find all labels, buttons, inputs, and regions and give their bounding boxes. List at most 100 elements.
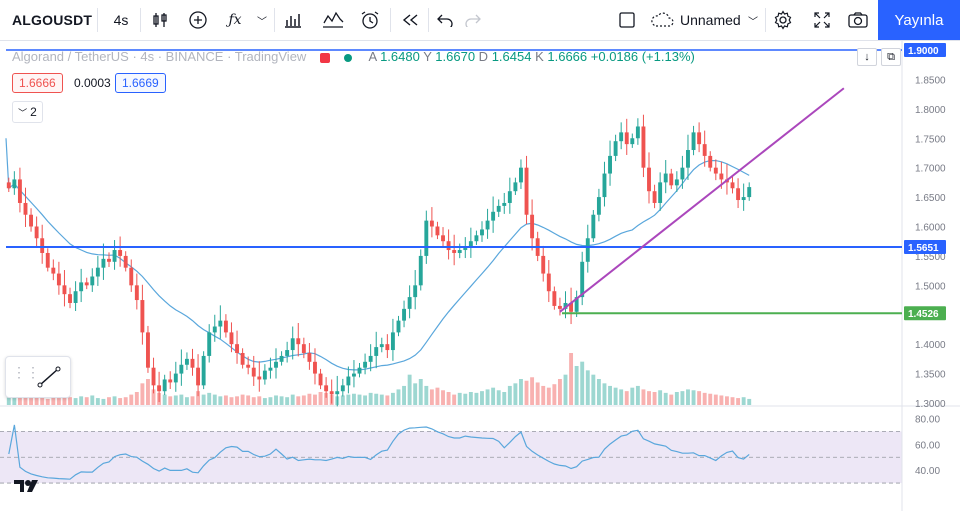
publish-button[interactable]: Yayınla (878, 0, 960, 40)
replay-icon[interactable] (396, 0, 424, 40)
volume-bar (324, 392, 329, 405)
volume-bar (184, 397, 189, 405)
alert-icon[interactable] (356, 0, 384, 40)
candle-body (179, 364, 184, 374)
candle-body (379, 344, 384, 348)
candle-body (168, 379, 173, 383)
camera-icon[interactable] (844, 0, 872, 40)
undo-icon[interactable] (432, 0, 458, 40)
candle-body (546, 273, 551, 292)
volume-bar (736, 398, 741, 405)
candle-body (686, 150, 690, 168)
trend-line-tool-icon[interactable] (36, 365, 62, 389)
volume-bar (240, 394, 245, 405)
bar-templates-icon[interactable] (279, 0, 307, 40)
volume-bar (146, 379, 150, 405)
candle-body (218, 320, 223, 327)
volume-bar (318, 392, 323, 405)
checkbox-icon[interactable] (614, 0, 640, 40)
candle-body (530, 214, 535, 239)
candle-body (123, 255, 128, 268)
volume-bar (40, 395, 45, 405)
compare-icon[interactable] (319, 0, 347, 40)
trend-line[interactable] (559, 87, 845, 313)
candle-body (719, 173, 724, 180)
candle-body (741, 197, 746, 201)
volume-bar (546, 387, 551, 405)
volume-bar (201, 394, 206, 405)
candle-body (457, 250, 462, 253)
layout-name[interactable]: Unnamed (680, 12, 741, 28)
maximize-pane-icon[interactable]: ⧉ (881, 48, 901, 66)
scroll-down-icon[interactable]: ↓ (857, 48, 877, 66)
volume-bar (585, 370, 590, 405)
volume-bar (379, 394, 384, 405)
symbol-search-button[interactable]: ALGOUSDT (12, 12, 93, 28)
volume-bar (107, 397, 111, 405)
volume-bar (552, 384, 557, 405)
fx-icon[interactable]: ƒx (228, 12, 242, 28)
volume-bar (268, 397, 273, 405)
legend-title[interactable]: Algorand / TetherUS · 4s · BINANCE · Tra… (12, 49, 307, 64)
collapse-indicators-button[interactable]: ﹀ 2 (12, 101, 43, 123)
candle-body (324, 385, 329, 392)
rsi-tick-label: 80.00 (915, 414, 940, 425)
low-label: D (478, 49, 489, 64)
volume-bar (68, 397, 72, 405)
candle-body (268, 367, 273, 371)
change-value: +0.0186 (+1.13%) (590, 49, 695, 64)
candle-body (557, 305, 562, 309)
volume-bar (630, 387, 635, 405)
candle-body (79, 282, 84, 292)
volume-bar (624, 391, 629, 405)
chevron-down-icon[interactable]: ﹀ (748, 16, 758, 28)
drawn-lines[interactable] (6, 49, 902, 315)
rsi-line (8, 424, 750, 480)
bid-price[interactable]: 1.6666 (12, 73, 63, 93)
candle-body (285, 350, 290, 356)
candle-body (173, 373, 178, 383)
rsi-tick-label: 40.00 (915, 466, 940, 477)
candle-body (45, 252, 50, 268)
volume-bar (402, 385, 407, 405)
redo-icon[interactable] (460, 0, 486, 40)
price-tick-label: 1.7000 (915, 164, 946, 175)
candle-body (212, 326, 217, 333)
candle-body (262, 370, 267, 380)
volume-bar (79, 396, 84, 405)
status-dot-icon (343, 53, 352, 62)
candle-body (40, 238, 45, 253)
candle-body (491, 211, 496, 221)
interval-button[interactable]: 4s (113, 12, 129, 28)
add-indicator-icon[interactable] (184, 0, 212, 40)
candle-body (340, 385, 345, 392)
candle-body (580, 261, 585, 298)
top-toolbar: ALGOUSDT 4s ƒx ﹀ Unnamed ﹀ (0, 0, 960, 41)
settings-icon[interactable] (769, 0, 797, 40)
candle-body (485, 220, 490, 230)
price-tick-label: 1.6000 (915, 223, 946, 234)
candles-icon[interactable] (146, 0, 174, 40)
candle-body (129, 267, 134, 286)
ask-price[interactable]: 1.6669 (115, 73, 166, 93)
chevron-down-icon[interactable]: ﹀ (257, 16, 267, 28)
indicator-count: 2 (30, 105, 37, 119)
candle-body (569, 302, 574, 312)
volume-bars (6, 353, 752, 405)
volume-bar (457, 392, 462, 405)
price-line-label-bg (904, 43, 946, 57)
candle-body (697, 132, 702, 145)
volume-bar (491, 387, 496, 405)
candle-body (23, 202, 28, 215)
drawing-toolbar: ⋮⋮ (5, 356, 71, 398)
volume-bar (51, 397, 56, 405)
fullscreen-icon[interactable] (808, 0, 836, 40)
candle-body (17, 179, 22, 203)
drag-handle-icon[interactable]: ⋮⋮ (12, 364, 40, 380)
volume-bar (285, 397, 290, 405)
cloud-icon[interactable] (648, 0, 676, 40)
candle-body (480, 229, 484, 236)
candle-body (34, 226, 39, 239)
volume-bar (647, 391, 651, 405)
